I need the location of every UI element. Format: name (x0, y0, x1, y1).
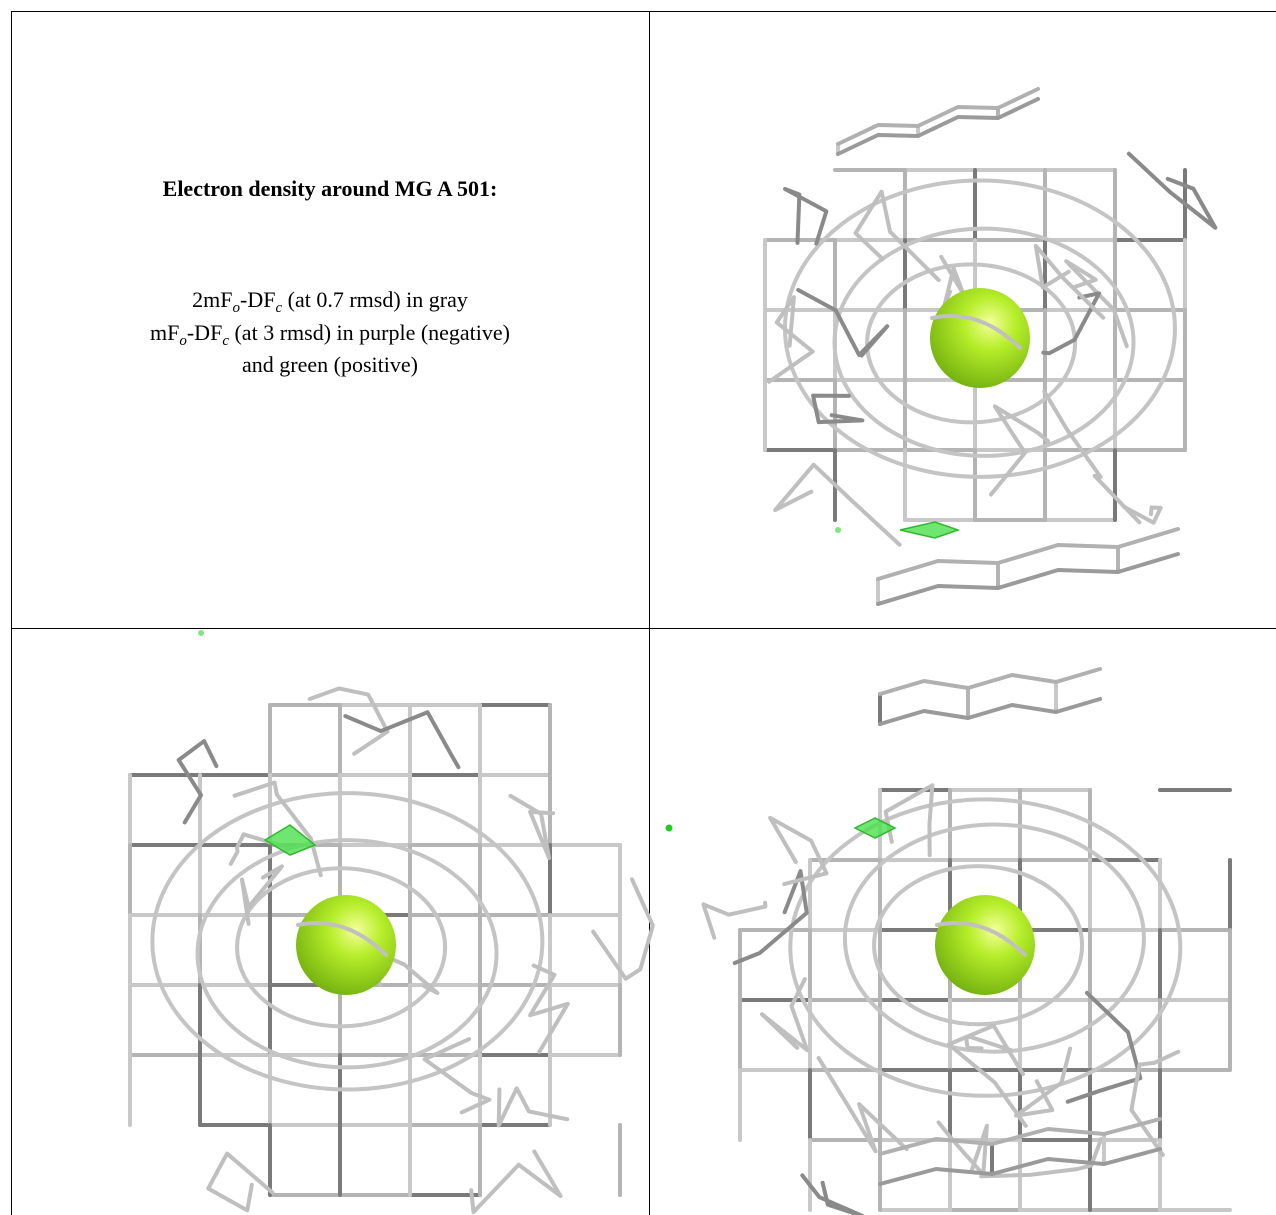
mesh-strand (701, 900, 768, 940)
mesh-strand (591, 877, 655, 981)
mesh-strand (232, 780, 323, 878)
mesh-strand (800, 1173, 865, 1215)
subscript: o (179, 333, 187, 349)
mesh-strand (1033, 243, 1106, 320)
positive-density (263, 824, 317, 856)
mesh-band (836, 97, 1040, 156)
mesh-strand (811, 393, 865, 425)
mesh-strand (1126, 151, 1218, 230)
mesh-strand (768, 815, 829, 887)
mesh-strand (732, 869, 809, 965)
mesh-view (128, 686, 655, 1215)
subscript: o (233, 300, 241, 316)
subscript: c (222, 333, 229, 349)
legend-line: mFo-DFc (at 3 rmsd) in purple (negative) (150, 320, 510, 349)
mesh-strand (946, 1023, 1028, 1128)
mesh-strand (883, 783, 935, 858)
mesh-strand (853, 189, 941, 283)
positive-density (198, 630, 204, 636)
mesh-strand (228, 832, 288, 866)
mesh-over-ion (930, 314, 1022, 350)
mesh-shell (235, 866, 448, 1029)
subscript: c (275, 300, 282, 316)
mesh-strand (1041, 291, 1102, 356)
mesh-strand (422, 1037, 492, 1115)
mesh-view (701, 667, 1232, 1215)
legend-line: and green (positive) (242, 352, 418, 377)
mesh-shell (150, 791, 545, 1092)
density-views (128, 87, 1232, 1215)
mesh-strand (469, 1149, 563, 1215)
text-run: (at 0.7 rmsd) in gray (282, 287, 468, 312)
mesh-shell (842, 822, 1146, 1054)
mesh-band (836, 87, 1040, 146)
mesh-strand (176, 739, 219, 825)
mesh-strand (964, 1034, 1014, 1053)
mesh-band (878, 1147, 1162, 1186)
mesh-band (876, 552, 1180, 606)
text-run: (at 3 rmsd) in purple (negative) (229, 320, 510, 345)
mesh-shell (865, 262, 1078, 425)
mesh-band (878, 667, 1102, 696)
text-run: -DF (240, 287, 275, 312)
positive-density (665, 824, 673, 832)
mesh-band (878, 697, 1102, 726)
mesh-band (878, 1117, 1162, 1156)
mesh-strand (206, 1151, 275, 1213)
positive-density (835, 527, 841, 533)
mesh-over-ion (935, 921, 1027, 957)
mesh-strand (239, 864, 284, 926)
mesh-view (763, 87, 1218, 606)
mesh-strand (1064, 259, 1129, 349)
text-run: mF (150, 320, 179, 345)
legend-title: Electron density around MG A 501: (163, 176, 498, 201)
mesh-strand (979, 1137, 1104, 1179)
mesh-strand (496, 1086, 570, 1128)
mesh-strand (783, 186, 829, 246)
text-run: 2mF (192, 287, 232, 312)
mesh-strand (988, 404, 1050, 497)
mg-ion (296, 895, 396, 995)
mesh-strand (796, 287, 890, 358)
mesh-strand (816, 1055, 909, 1154)
mesh-shell (832, 226, 1136, 458)
mesh-strand (343, 710, 461, 770)
text-run: -DF (187, 320, 222, 345)
mesh-strand (760, 977, 810, 1053)
mesh-shell (195, 838, 499, 1070)
text-run: and green (positive) (242, 352, 418, 377)
mesh-strand (528, 963, 570, 1054)
mesh-strand (936, 1120, 989, 1177)
mesh-shell (872, 864, 1085, 1027)
mesh-strand (1014, 1046, 1073, 1118)
mesh-strand (1122, 504, 1163, 525)
mesh-band (876, 527, 1180, 581)
mg-ion (930, 288, 1030, 388)
positive-density (853, 817, 897, 839)
mg-ion (935, 895, 1035, 995)
mesh-strand (766, 295, 815, 384)
mesh-strand (508, 793, 556, 861)
mesh-strand (773, 462, 902, 547)
legend-line: 2mFo-DFc (at 0.7 rmsd) in gray (192, 287, 468, 316)
mesh-over-ion (296, 921, 388, 957)
table-borders (11, 11, 1276, 1215)
mesh-shell (788, 797, 1183, 1098)
mesh-strand (1065, 990, 1143, 1104)
positive-density (899, 521, 961, 539)
mesh-strand (1042, 389, 1142, 525)
legend-text: Electron density around MG A 501: 2mFo-D… (150, 176, 510, 377)
mesh-strand (307, 686, 390, 756)
